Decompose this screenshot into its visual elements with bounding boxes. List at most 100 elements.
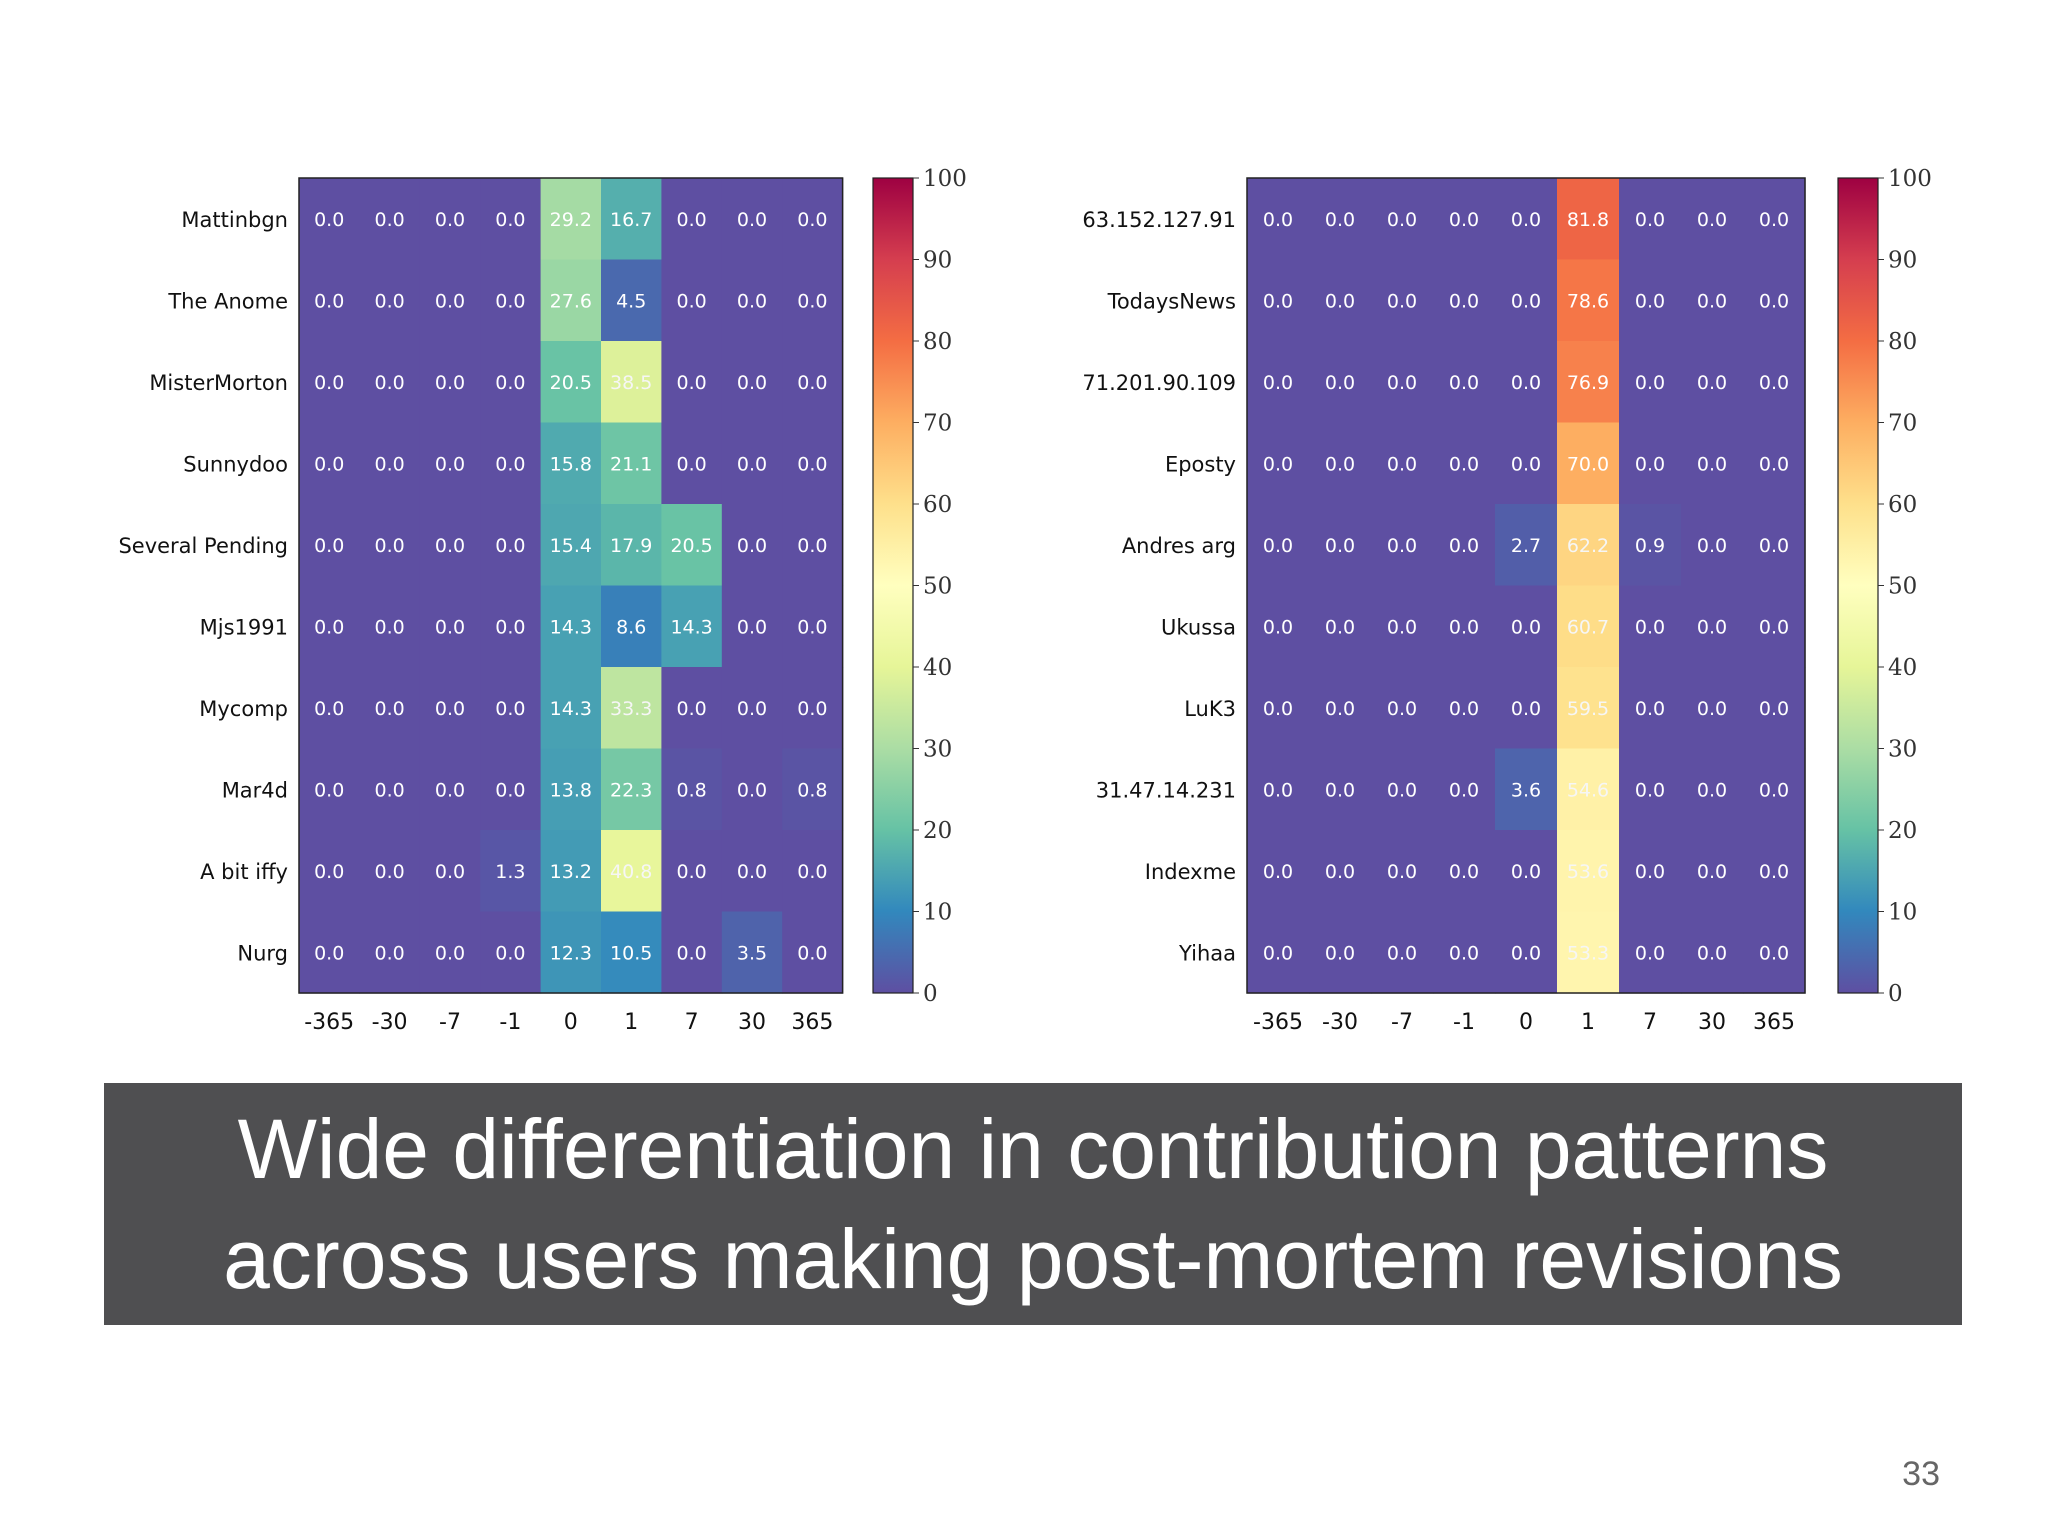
cell-value-label: 20.5: [550, 372, 592, 394]
heatmap-cell: [1557, 504, 1620, 587]
heatmap-cell: [299, 504, 360, 587]
heatmap-frame: [1246, 177, 1806, 994]
heatmap-cell: [1371, 341, 1434, 424]
heatmap-cell: [1681, 585, 1744, 668]
cell-value-label: 0.0: [1697, 290, 1727, 312]
heatmap-cell: [299, 259, 360, 342]
heatmap-cell: [1743, 667, 1806, 750]
colorbar-tick-label: 60: [923, 492, 952, 518]
cell-value-label: 0.0: [314, 861, 344, 883]
cell-value-label: 0.0: [1449, 779, 1479, 801]
heatmap-cell: [1309, 422, 1372, 505]
cell-value-label: 0.0: [1697, 698, 1727, 720]
heatmap-cell: [1557, 178, 1620, 261]
cell-value-label: 81.8: [1567, 209, 1609, 231]
heatmap-cell: [661, 911, 723, 994]
cell-value-label: 0.0: [1387, 942, 1417, 964]
left-heatmap: 0.0 0.0 0.0 0.0 29.2 16.7 0.0 0.0 0.0 0.0 0.0 0.0 0.…: [118, 166, 966, 1035]
heatmap-cell: [1247, 178, 1310, 261]
cell-value-label: 14.3: [550, 698, 592, 720]
x-tick-label: 7: [1643, 1010, 1657, 1035]
heatmap-cell: [1557, 422, 1620, 505]
x-tick-label: -1: [1453, 1010, 1475, 1035]
cell-value-label: 29.2: [550, 209, 592, 231]
cell-value-label: 0.0: [1263, 698, 1293, 720]
cell-value-label: 0.0: [676, 861, 706, 883]
heatmap-cell: [1495, 504, 1558, 587]
cell-value-label: 0.0: [676, 453, 706, 475]
cell-value-label: 8.6: [616, 616, 646, 638]
cell-value-label: 0.9: [1635, 535, 1665, 557]
heatmap-cell: [480, 178, 542, 261]
cell-value-label: 0.0: [1387, 779, 1417, 801]
cell-value-label: 0.0: [1449, 698, 1479, 720]
heatmap-cell: [721, 504, 783, 587]
cell-value-label: 0.0: [1325, 535, 1355, 557]
cell-value-label: 0.0: [1387, 698, 1417, 720]
colorbar-tick-label: 100: [923, 166, 967, 192]
colorbar-tick-label: 30: [1888, 737, 1917, 763]
heatmap-cell: [1309, 341, 1372, 424]
heatmap-cell: [419, 911, 481, 994]
colorbar-tick-label: 40: [1888, 655, 1917, 681]
heatmap-cell: [540, 422, 602, 505]
cell-value-label: 0.0: [1759, 209, 1789, 231]
heatmap-cell: [1619, 911, 1682, 994]
cell-value-label: 1.3: [495, 861, 525, 883]
heatmap-cell: [1557, 259, 1620, 342]
heatmap-cell: [601, 341, 662, 424]
cell-value-label: 0.0: [435, 535, 465, 557]
cell-value-label: 0.0: [1387, 209, 1417, 231]
heatmap-cell: [299, 667, 360, 750]
cell-value-label: 0.0: [374, 535, 404, 557]
cell-value-label: 0.0: [1511, 290, 1541, 312]
cell-value-label: 0.0: [1449, 535, 1479, 557]
colorbar-tick-label: 40: [923, 655, 952, 681]
cell-value-label: 0.0: [435, 372, 465, 394]
heatmap-cell: [540, 341, 602, 424]
heatmap-cell: [299, 422, 360, 505]
heatmap-cell: [540, 585, 602, 668]
heatmap-cell: [721, 667, 783, 750]
row-label: A bit iffy: [200, 860, 288, 884]
cell-value-label: 0.0: [1511, 698, 1541, 720]
cell-value-label: 0.0: [1263, 372, 1293, 394]
cell-value-label: 0.0: [737, 290, 767, 312]
heatmap-cell: [601, 585, 662, 668]
heatmap-cell: [1371, 911, 1434, 994]
cell-value-label: 0.0: [676, 209, 706, 231]
cell-value-label: 0.0: [314, 453, 344, 475]
cell-value-label: 0.0: [1697, 779, 1727, 801]
cell-value-label: 0.0: [1511, 942, 1541, 964]
heatmap-cell: [419, 585, 481, 668]
cell-value-label: 0.0: [676, 698, 706, 720]
heatmap-cell: [1619, 830, 1682, 913]
cell-value-label: 0.0: [1449, 372, 1479, 394]
heatmap-cell: [1619, 341, 1682, 424]
heatmap-cell: [1681, 178, 1744, 261]
x-tick-label: 30: [738, 1010, 766, 1035]
heatmap-cell: [1743, 830, 1806, 913]
cell-value-label: 0.0: [435, 779, 465, 801]
cell-value-label: 0.0: [495, 942, 525, 964]
caption-line-2: across users making post-mortem revision…: [223, 1212, 1843, 1306]
row-label: Nurg: [237, 941, 288, 965]
cell-value-label: 0.0: [314, 372, 344, 394]
heatmap-cell: [1557, 911, 1620, 994]
cell-value-label: 0.0: [1697, 209, 1727, 231]
cell-value-label: 0.0: [797, 453, 827, 475]
heatmap-cell: [601, 178, 662, 261]
cell-value-label: 0.0: [435, 453, 465, 475]
cell-value-label: 59.5: [1567, 698, 1609, 720]
cell-value-label: 0.0: [797, 616, 827, 638]
heatmap-cell: [1433, 504, 1496, 587]
cell-value-label: 0.0: [737, 535, 767, 557]
row-label: 31.47.14.231: [1096, 778, 1236, 802]
x-tick-label: 30: [1698, 1010, 1726, 1035]
cell-value-label: 0.0: [737, 698, 767, 720]
heatmap-cell: [540, 911, 602, 994]
heatmap-cell: [359, 911, 421, 994]
cell-value-label: 0.0: [1635, 453, 1665, 475]
heatmap-cell: [1619, 422, 1682, 505]
cell-value-label: 0.0: [737, 453, 767, 475]
